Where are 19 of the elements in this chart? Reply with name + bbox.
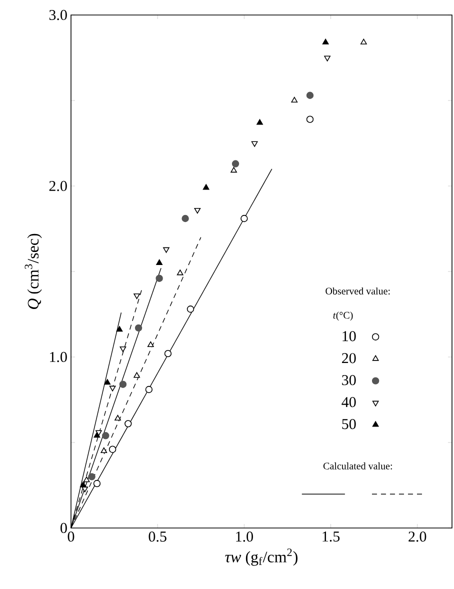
legend-label: 50	[342, 419, 356, 430]
legend-label: 30	[342, 375, 356, 386]
y-tick-label: 0	[60, 522, 67, 534]
legend-label: 20	[342, 353, 356, 364]
x-tick-label: 0	[68, 532, 74, 542]
annotation: t(°C)	[333, 312, 353, 321]
annotation: Calculated value:	[323, 462, 392, 470]
legend-title: Observed value:	[326, 287, 390, 295]
legend-label: 10	[342, 331, 356, 342]
y-tick-label: 1.0	[50, 352, 67, 362]
x-tick-label: 1.5	[322, 532, 340, 542]
legend-label: 40	[342, 397, 356, 408]
y-tick-label: 3.0	[49, 10, 67, 20]
x-tick-label: 1.0	[236, 532, 253, 542]
y-tick-label: 2.0	[49, 180, 67, 192]
x-tick-label: 2.0	[408, 532, 426, 542]
x-axis-title: τw (g$_{f}$/cm$^{2}$)	[225, 548, 298, 566]
y-axis-title: Q (cm$^{3}$/sec)	[24, 234, 42, 309]
x-tick-label: 0.5	[148, 532, 166, 542]
